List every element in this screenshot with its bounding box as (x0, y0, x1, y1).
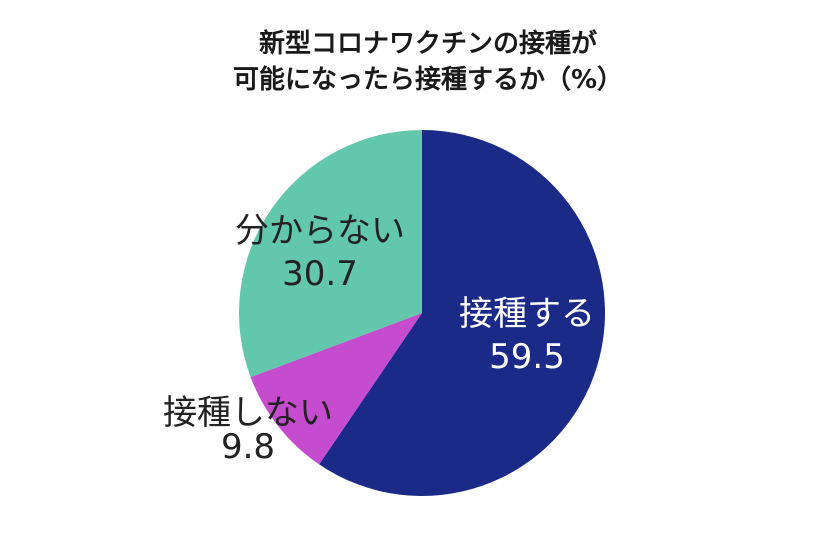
pie-slices (239, 130, 605, 496)
pie-slice-0 (319, 130, 605, 496)
slice-value-2: 30.7 (282, 254, 358, 294)
slice-value-1: 9.8 (221, 427, 275, 467)
slice-label-0: 接種する (459, 294, 595, 334)
slice-value-0: 59.5 (489, 337, 565, 377)
slice-label-1: 接種しない (163, 393, 333, 433)
pie-slice-2 (239, 130, 422, 378)
pie-slice-1 (250, 313, 422, 465)
chart-title-line-1: 新型コロナワクチンの接種が (259, 28, 597, 59)
chart-title-line-2: 可能になったら接種するか（%） (233, 64, 623, 95)
slice-label-2: 分からない (235, 211, 405, 251)
